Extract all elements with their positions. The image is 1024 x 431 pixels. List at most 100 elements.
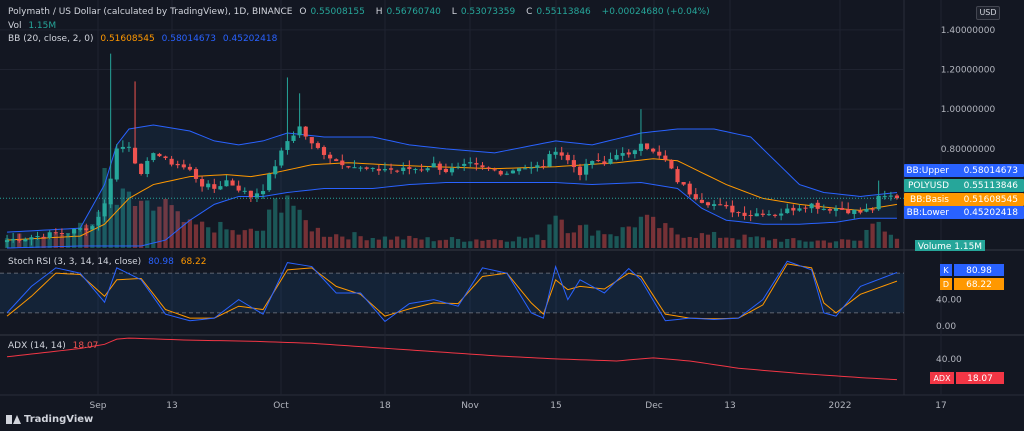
- candle-body: [443, 168, 448, 173]
- candle-body: [163, 156, 168, 159]
- candle-body: [267, 174, 272, 191]
- tradingview-logo[interactable]: TradingView: [6, 414, 93, 425]
- candle-body: [559, 152, 564, 156]
- candle-body: [23, 239, 28, 242]
- volume-bar: [71, 230, 77, 248]
- price-label-box: [904, 179, 1024, 192]
- candle-body: [224, 180, 229, 187]
- bb-band-fill: [7, 125, 897, 248]
- candle-body: [181, 164, 186, 168]
- candle-body: [248, 190, 253, 198]
- volume-bar: [888, 234, 893, 248]
- candle-body: [535, 165, 540, 168]
- candle-body: [273, 166, 278, 175]
- time-tick-label: 13: [724, 401, 735, 411]
- volume-bar: [705, 234, 711, 248]
- volume-bar: [382, 236, 388, 248]
- volume-bar: [864, 229, 869, 248]
- volume-bar: [187, 219, 193, 248]
- candle-body: [437, 163, 442, 170]
- volume-bar: [206, 227, 211, 248]
- candle-body: [864, 208, 869, 212]
- volume-bar: [815, 240, 820, 248]
- volume-bar: [779, 241, 784, 248]
- adx-legend-label: ADX (14, 14): [8, 341, 66, 351]
- price-labels: BB:Upper 0.58014673 POLYUSD 0.55113846 BB:Ba…: [904, 164, 1024, 384]
- candle-body: [346, 166, 351, 168]
- candle-body: [754, 213, 759, 217]
- candle-body: [169, 158, 174, 165]
- candle-body: [145, 160, 150, 175]
- candle-body: [608, 158, 613, 164]
- volume-bar: [852, 240, 857, 248]
- candle-body: [742, 212, 747, 216]
- volume-bar: [724, 237, 729, 248]
- volume-bar: [340, 236, 345, 248]
- stoch-label-name: D: [943, 280, 949, 289]
- candle-body: [96, 216, 101, 226]
- volume-bar: [632, 227, 637, 248]
- bb-legend-basis: 0.51608545: [100, 34, 155, 44]
- time-tick-label: 17: [935, 401, 946, 411]
- volume-bar: [303, 220, 308, 248]
- volume-bar: [431, 241, 436, 248]
- candle-body: [72, 228, 77, 234]
- volume-bar: [535, 234, 540, 248]
- volume-bar: [297, 209, 302, 248]
- candle-body: [675, 169, 680, 183]
- volume-bar: [145, 200, 150, 248]
- bb-legend[interactable]: BB (20, close, 2, 0) 0.51608545 0.580146…: [8, 33, 281, 45]
- volume-bar: [681, 237, 686, 248]
- candle-body: [456, 166, 461, 168]
- volume-bar: [279, 212, 284, 248]
- volume-bar: [766, 240, 772, 248]
- candle-body: [791, 207, 796, 211]
- volume-bar: [547, 224, 552, 248]
- volume-bar: [224, 229, 229, 248]
- candle-body: [425, 168, 430, 171]
- volume-bar: [882, 231, 887, 248]
- volume-bar: [47, 238, 52, 248]
- volume-bar: [139, 200, 144, 248]
- volume-bar: [797, 240, 802, 248]
- price-label-value: 0.58014673: [964, 166, 1018, 176]
- price-tick-label: 0.80000000: [941, 145, 996, 155]
- volume-bar: [248, 228, 253, 248]
- candle-body: [17, 239, 22, 241]
- volume-bar: [11, 239, 16, 248]
- candle-body: [230, 180, 235, 186]
- stoch-label-box: [954, 278, 1004, 290]
- candle-body: [151, 153, 156, 161]
- volume-bar: [626, 226, 631, 248]
- candle-body: [297, 126, 302, 136]
- candle-body: [644, 143, 650, 149]
- stoch-label-value: 80.98: [966, 266, 992, 276]
- candle-body: [693, 194, 698, 200]
- stoch-legend[interactable]: Stoch RSI (3, 3, 14, 14, close) 80.98 68…: [8, 256, 210, 268]
- volume-bar: [638, 216, 644, 248]
- volume-bar: [126, 191, 132, 248]
- adx-label-key: [930, 372, 954, 384]
- volume-legend[interactable]: Vol 1.15M: [8, 20, 60, 32]
- volume-bar: [352, 232, 357, 248]
- candle-body: [797, 208, 802, 211]
- volume-bar: [401, 239, 406, 248]
- volume-bar: [315, 227, 321, 248]
- volume-bar: [321, 236, 327, 248]
- volume-bar: [236, 234, 241, 248]
- candle-body: [553, 151, 558, 155]
- candle-body: [242, 190, 247, 192]
- currency-button[interactable]: USD: [976, 6, 1000, 20]
- volume-bar: [657, 228, 662, 248]
- candlesticks: [0, 53, 904, 248]
- adx-legend[interactable]: ADX (14, 14) 18.07: [8, 340, 102, 352]
- volume-bar: [553, 215, 558, 248]
- price-label-name: BB:Lower: [907, 208, 950, 218]
- candle-body: [328, 154, 333, 159]
- volume-bar: [596, 230, 601, 248]
- candle-body: [11, 238, 16, 241]
- time-tick-label: 2022: [829, 401, 852, 411]
- candle-body: [504, 173, 509, 175]
- stoch-legend-label: Stoch RSI (3, 3, 14, 14, close): [8, 257, 142, 267]
